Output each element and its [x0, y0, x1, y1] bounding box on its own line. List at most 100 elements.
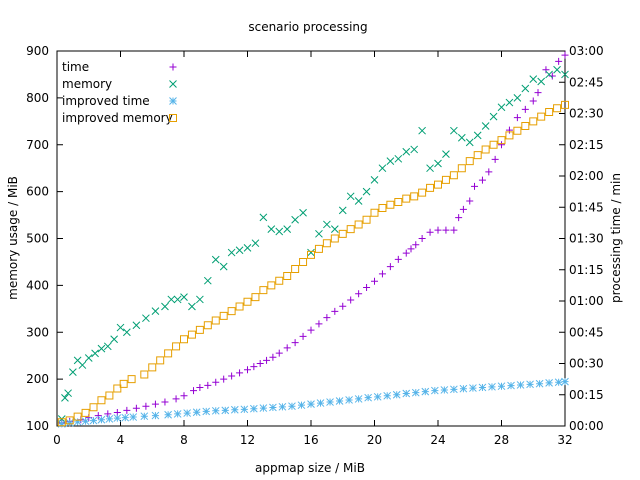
improved-time-point — [411, 388, 420, 397]
improved-memory-point — [537, 112, 546, 121]
time-point — [236, 369, 244, 377]
improved-time-point — [81, 417, 90, 426]
improved-time-point — [526, 380, 534, 389]
memory-point — [110, 335, 119, 344]
time-point — [426, 228, 434, 236]
y2-axis-label: processing time / min — [609, 173, 623, 303]
memory-point — [69, 368, 77, 376]
improved-memory-point — [441, 175, 450, 184]
time-point — [534, 89, 542, 97]
memory-point — [167, 295, 176, 304]
memory-point — [267, 225, 276, 233]
improved-memory-point — [338, 229, 347, 238]
improved-time-point — [364, 393, 373, 402]
memory-point — [505, 98, 514, 107]
improved-time-point — [230, 405, 239, 414]
memory-point — [545, 70, 553, 79]
time-point — [491, 155, 499, 163]
improved-time-point — [164, 410, 172, 419]
memory-point — [161, 302, 169, 311]
x-tick-label: 16 — [303, 433, 318, 447]
improved-memory-point — [473, 151, 482, 160]
memory-point — [370, 176, 379, 184]
improved-memory-point — [418, 188, 427, 197]
improved-memory-point — [529, 117, 538, 126]
time-point — [151, 400, 159, 408]
memory-point — [188, 302, 196, 311]
memory-point — [61, 394, 69, 402]
memory-point — [410, 145, 419, 154]
chart-title: scenario processing — [248, 20, 367, 34]
improved-memory-point — [291, 264, 300, 273]
time-point — [94, 412, 102, 420]
improved-time-point — [535, 379, 544, 388]
memory-point — [394, 154, 403, 163]
memory-point — [315, 229, 323, 238]
time-point — [283, 344, 291, 352]
legend-label: time — [62, 60, 89, 74]
y-tick-label: 100 — [26, 419, 49, 433]
x-tick-label: 0 — [53, 433, 61, 447]
improved-memory-point — [386, 200, 395, 209]
memory-point — [173, 295, 182, 304]
memory-point — [299, 208, 307, 217]
memory-point — [378, 164, 387, 173]
improved-memory-point — [283, 272, 292, 280]
improved-memory-point — [553, 104, 562, 113]
improved-time-point — [440, 386, 449, 394]
legend-label: improved time — [62, 94, 150, 108]
time-point — [142, 402, 150, 410]
improved-time-point — [373, 392, 382, 401]
improved-time-point — [113, 414, 122, 422]
y2-tick-label: 02:30 — [569, 107, 604, 121]
memory-point — [142, 314, 150, 323]
x-axis-label: appmap size / MiB — [255, 461, 365, 475]
memory-point — [219, 262, 228, 271]
memory-point — [418, 126, 426, 135]
improved-memory-point — [434, 180, 442, 189]
memory-point — [521, 84, 530, 93]
y2-tick-label: 00:45 — [569, 325, 604, 339]
time-point — [104, 410, 112, 418]
improved-memory-point — [449, 171, 458, 180]
memory-point — [180, 293, 188, 301]
time-point — [291, 339, 299, 347]
improved-memory-point — [57, 418, 66, 427]
memory-point — [338, 206, 347, 215]
improved-memory-point — [156, 356, 165, 365]
y-tick-label: 900 — [26, 44, 49, 58]
improved-time-point — [354, 395, 363, 403]
y2-tick-label: 02:15 — [569, 138, 604, 152]
improved-memory-point — [65, 416, 74, 425]
improved-time-point — [430, 386, 439, 395]
improved-memory-point — [465, 157, 474, 166]
improved-memory-point — [299, 257, 308, 266]
improved-time-point — [516, 381, 525, 389]
memory-point — [434, 159, 442, 168]
improved-time-point — [288, 402, 296, 411]
time-point — [250, 363, 258, 371]
improved-memory-point — [164, 349, 173, 358]
y-tick-label: 600 — [26, 185, 49, 199]
x-tick-label: 12 — [240, 433, 255, 447]
improved-time-point — [421, 387, 430, 396]
improved-memory-point — [561, 100, 569, 109]
time-point — [371, 277, 378, 285]
improved-time-point — [89, 416, 98, 425]
memory-point — [227, 248, 236, 257]
time-point — [307, 326, 315, 334]
improved-time-point — [554, 378, 563, 387]
memory-point — [103, 342, 112, 351]
memory-point — [465, 138, 474, 147]
memory-point — [235, 246, 244, 255]
time-point — [212, 378, 220, 386]
improved-time-point — [202, 407, 211, 416]
improved-time-point — [211, 406, 220, 415]
improved-time-point — [545, 379, 553, 387]
improved-memory-point — [267, 281, 276, 290]
time-point — [256, 360, 264, 367]
memory-point — [122, 328, 131, 337]
improved-memory-point — [97, 396, 106, 405]
time-point — [402, 249, 410, 257]
